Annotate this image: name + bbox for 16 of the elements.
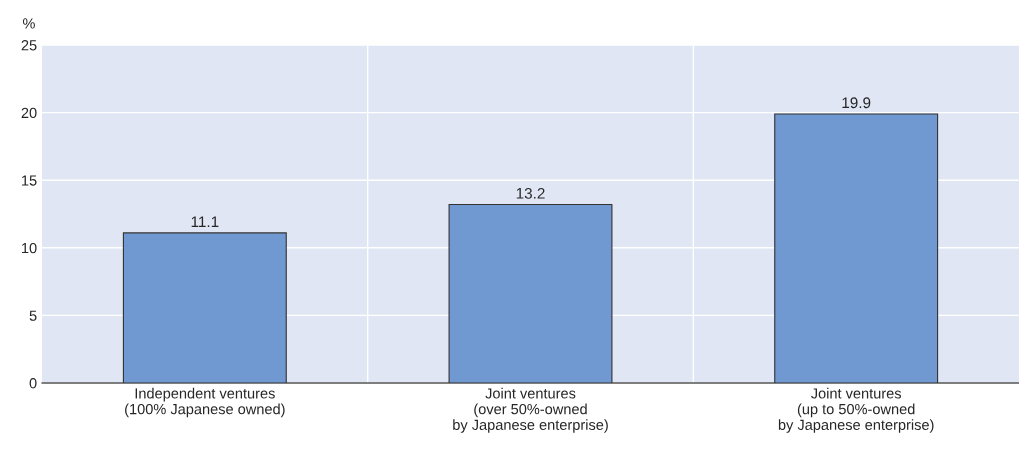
y-tick-label: 0 (29, 378, 37, 389)
y-tick-label: 5 (29, 310, 37, 321)
y-tick-label: 15 (22, 175, 37, 186)
y-tick-label: 20 (21, 107, 37, 119)
y-axis-title: % (22, 18, 35, 29)
y-tick-label: 10 (22, 242, 37, 254)
bar (774, 113, 939, 383)
x-tick-label: Independent ventures (100% Japanese owned) (125, 387, 285, 418)
data-label: 13.2 (516, 187, 545, 199)
data-label: 11.1 (191, 216, 219, 227)
x-tick-label: Joint ventures (over 50%-owned by Japanese enterprise) (453, 387, 608, 433)
y-tick-label: 25 (21, 40, 37, 51)
bar (448, 203, 613, 383)
bar (122, 232, 287, 383)
data-label: 19.9 (842, 97, 871, 109)
x-tick-label: Joint ventures (up to 50%-owned by Japanese enterprise) (778, 387, 934, 433)
